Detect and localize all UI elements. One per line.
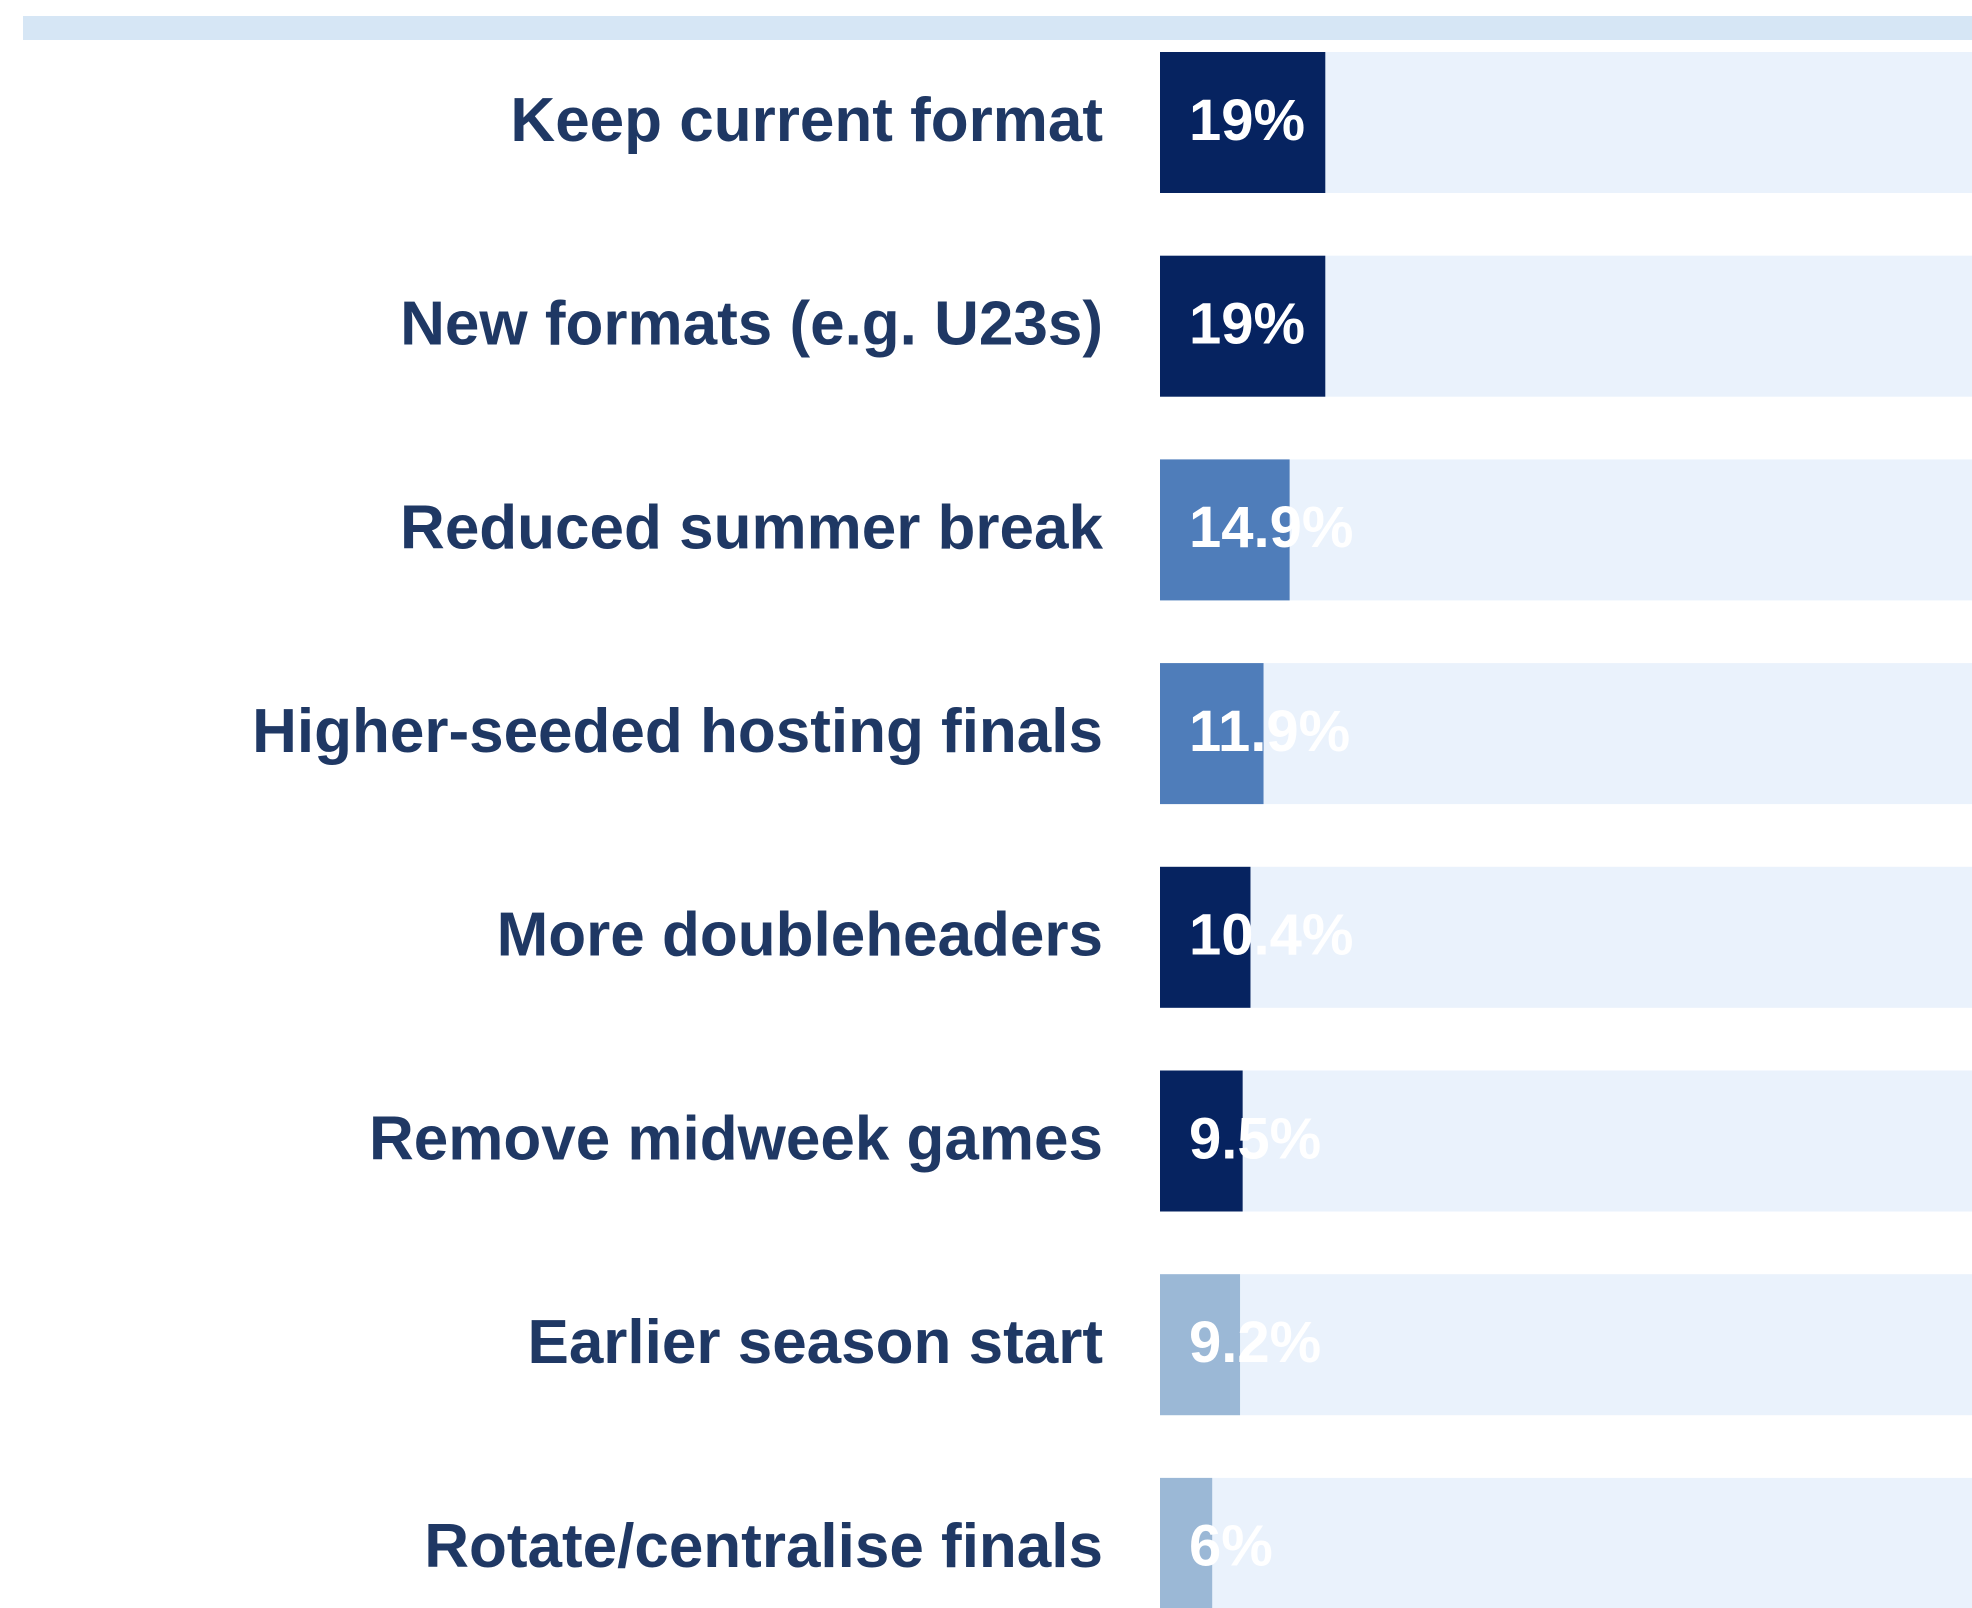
value-label: 9.2%	[1189, 1310, 1321, 1375]
category-label: Keep current format	[510, 86, 1103, 155]
bar	[1160, 663, 1264, 805]
bar	[1160, 1274, 1241, 1416]
value-label: 19%	[1189, 292, 1305, 357]
bar	[1160, 255, 1326, 397]
category-label: New formats (e.g. U23s)	[400, 290, 1103, 359]
bar-track	[1160, 663, 1972, 805]
category-label: Remove midweek games	[369, 1104, 1103, 1173]
bar	[1160, 866, 1251, 1008]
bar-track	[1160, 1070, 1972, 1212]
header-band	[23, 16, 1972, 40]
value-label: 9.5%	[1189, 1106, 1321, 1171]
value-label: 10.4%	[1189, 903, 1353, 968]
bar-track	[1160, 1274, 1972, 1416]
category-label: More doubleheaders	[497, 901, 1103, 970]
category-label: Higher-seeded hosting finals	[252, 697, 1103, 766]
value-label: 6%	[1189, 1514, 1273, 1579]
bar	[1160, 1070, 1243, 1212]
category-label: Rotate/centralise finals	[424, 1512, 1103, 1581]
bar-track	[1160, 459, 1972, 601]
bar	[1160, 459, 1290, 601]
bar	[1160, 52, 1326, 193]
value-label: 14.9%	[1189, 495, 1353, 560]
bar-track	[1160, 866, 1972, 1008]
bar	[1160, 1477, 1213, 1608]
value-label: 19%	[1189, 88, 1305, 153]
bar-track	[1160, 1477, 1972, 1608]
value-label: 11.9%	[1189, 699, 1350, 764]
category-label: Earlier season start	[527, 1308, 1103, 1377]
category-label: Reduced summer break	[400, 493, 1103, 562]
